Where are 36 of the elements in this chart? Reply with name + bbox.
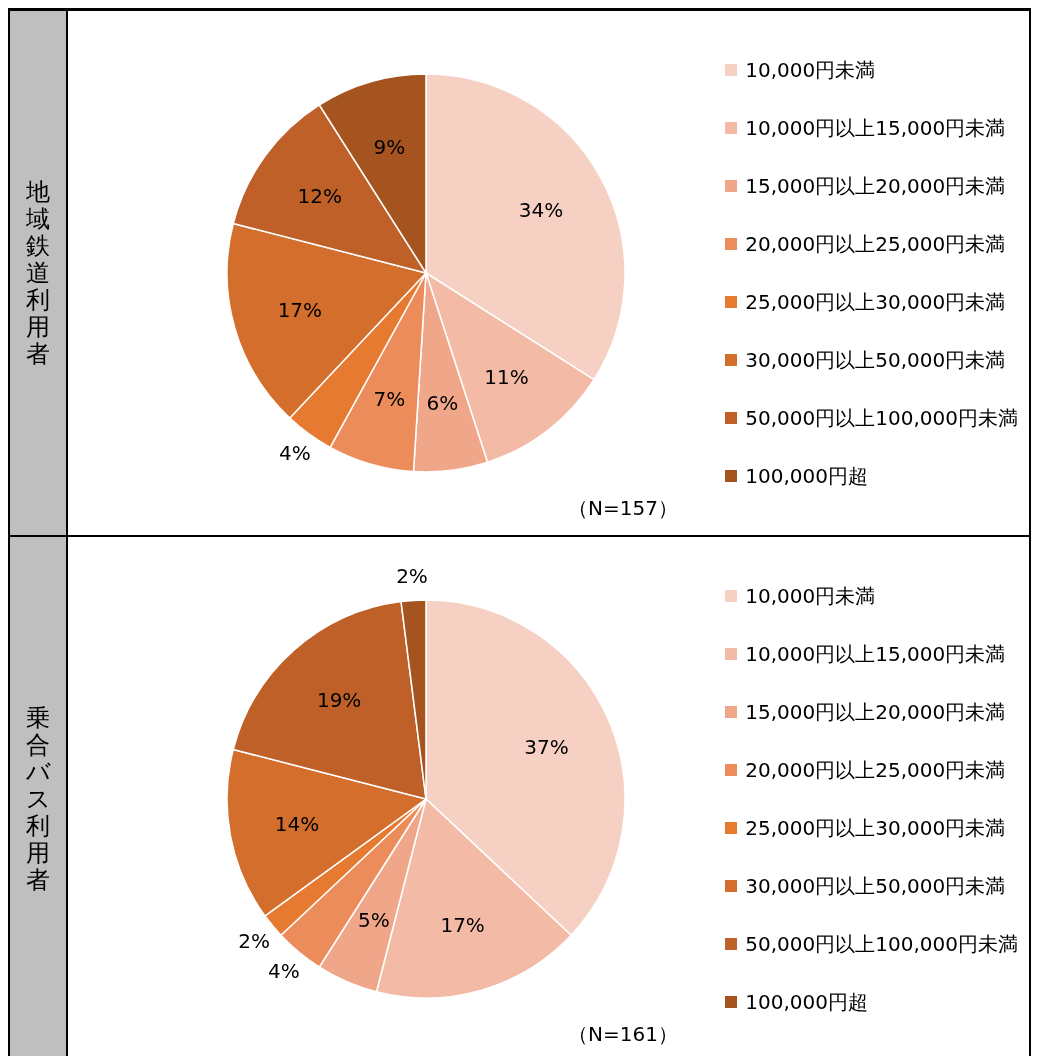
data-label: 6% (426, 391, 459, 416)
text: 地域鉄道利用者 (25, 177, 51, 368)
data-label: 2% (238, 929, 271, 954)
data-label: 9% (373, 134, 406, 159)
legend-label: 25,000円以上30,000円未満 (745, 288, 1006, 316)
legend-label: 50,000円以上100,000円未満 (745, 404, 1018, 432)
data-label: 14% (274, 811, 320, 836)
legend-label: 10,000円未満 (745, 56, 876, 84)
legend-label: 100,000円超 (745, 462, 869, 490)
data-label: 19% (316, 688, 362, 713)
legend-label: 10,000円以上15,000円未満 (745, 640, 1006, 668)
data-label: 37% (524, 734, 569, 759)
legend-label: 15,000円以上20,000円未満 (745, 698, 1006, 726)
data-label: 4% (279, 441, 311, 466)
legend-label: 20,000円以上25,000円未満 (745, 756, 1006, 784)
data-label: 5% (357, 907, 390, 932)
legend-label: 20,000円以上25,000円未満 (745, 230, 1006, 258)
legend-label: 30,000円以上50,000円未満 (745, 346, 1006, 374)
data-label: 12% (297, 183, 342, 208)
text: （N=161） (568, 1021, 678, 1048)
data-label: 7% (373, 387, 406, 412)
data-label: 2% (396, 564, 428, 589)
legend-label: 10,000円未満 (745, 582, 876, 610)
legend-label: 10,000円以上15,000円未満 (745, 114, 1006, 142)
text: 乗合バス利用者 (24, 703, 52, 894)
legend-label: 15,000円以上20,000円未満 (745, 172, 1006, 200)
text: （N=157） (568, 495, 678, 522)
legend-label: 25,000円以上30,000円未満 (745, 814, 1006, 842)
legend-label: 100,000円超 (745, 988, 869, 1016)
data-label: 17% (440, 913, 485, 938)
data-label: 34% (518, 197, 564, 222)
data-label: 17% (277, 297, 323, 322)
data-label: 11% (484, 364, 529, 389)
data-label: 4% (267, 958, 300, 983)
legend-label: 50,000円以上100,000円未満 (745, 930, 1018, 958)
legend-label: 30,000円以上50,000円未満 (745, 872, 1006, 900)
